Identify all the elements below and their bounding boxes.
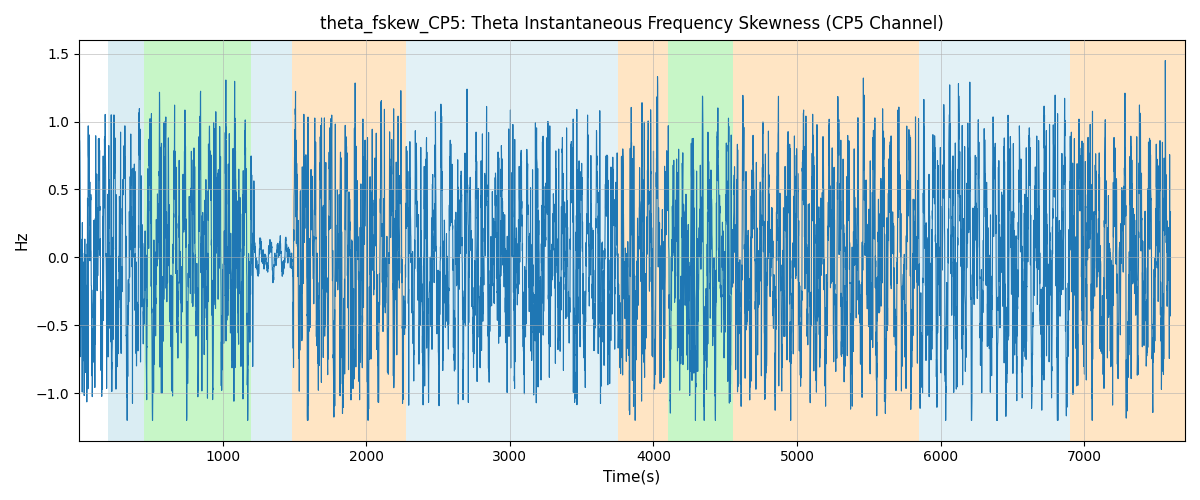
Bar <box>407 40 618 440</box>
Bar <box>251 40 292 440</box>
Bar <box>1070 40 1186 440</box>
Bar <box>292 40 407 440</box>
Bar <box>732 40 797 440</box>
Title: theta_fskew_CP5: Theta Instantaneous Frequency Skewness (CP5 Channel): theta_fskew_CP5: Theta Instantaneous Fre… <box>320 15 944 34</box>
Bar <box>1042 40 1070 440</box>
X-axis label: Time(s): Time(s) <box>604 470 660 485</box>
Bar <box>144 40 251 440</box>
Bar <box>797 40 919 440</box>
Y-axis label: Hz: Hz <box>14 230 30 250</box>
Bar <box>618 40 668 440</box>
Bar <box>919 40 1042 440</box>
Bar <box>108 40 144 440</box>
Bar <box>668 40 732 440</box>
